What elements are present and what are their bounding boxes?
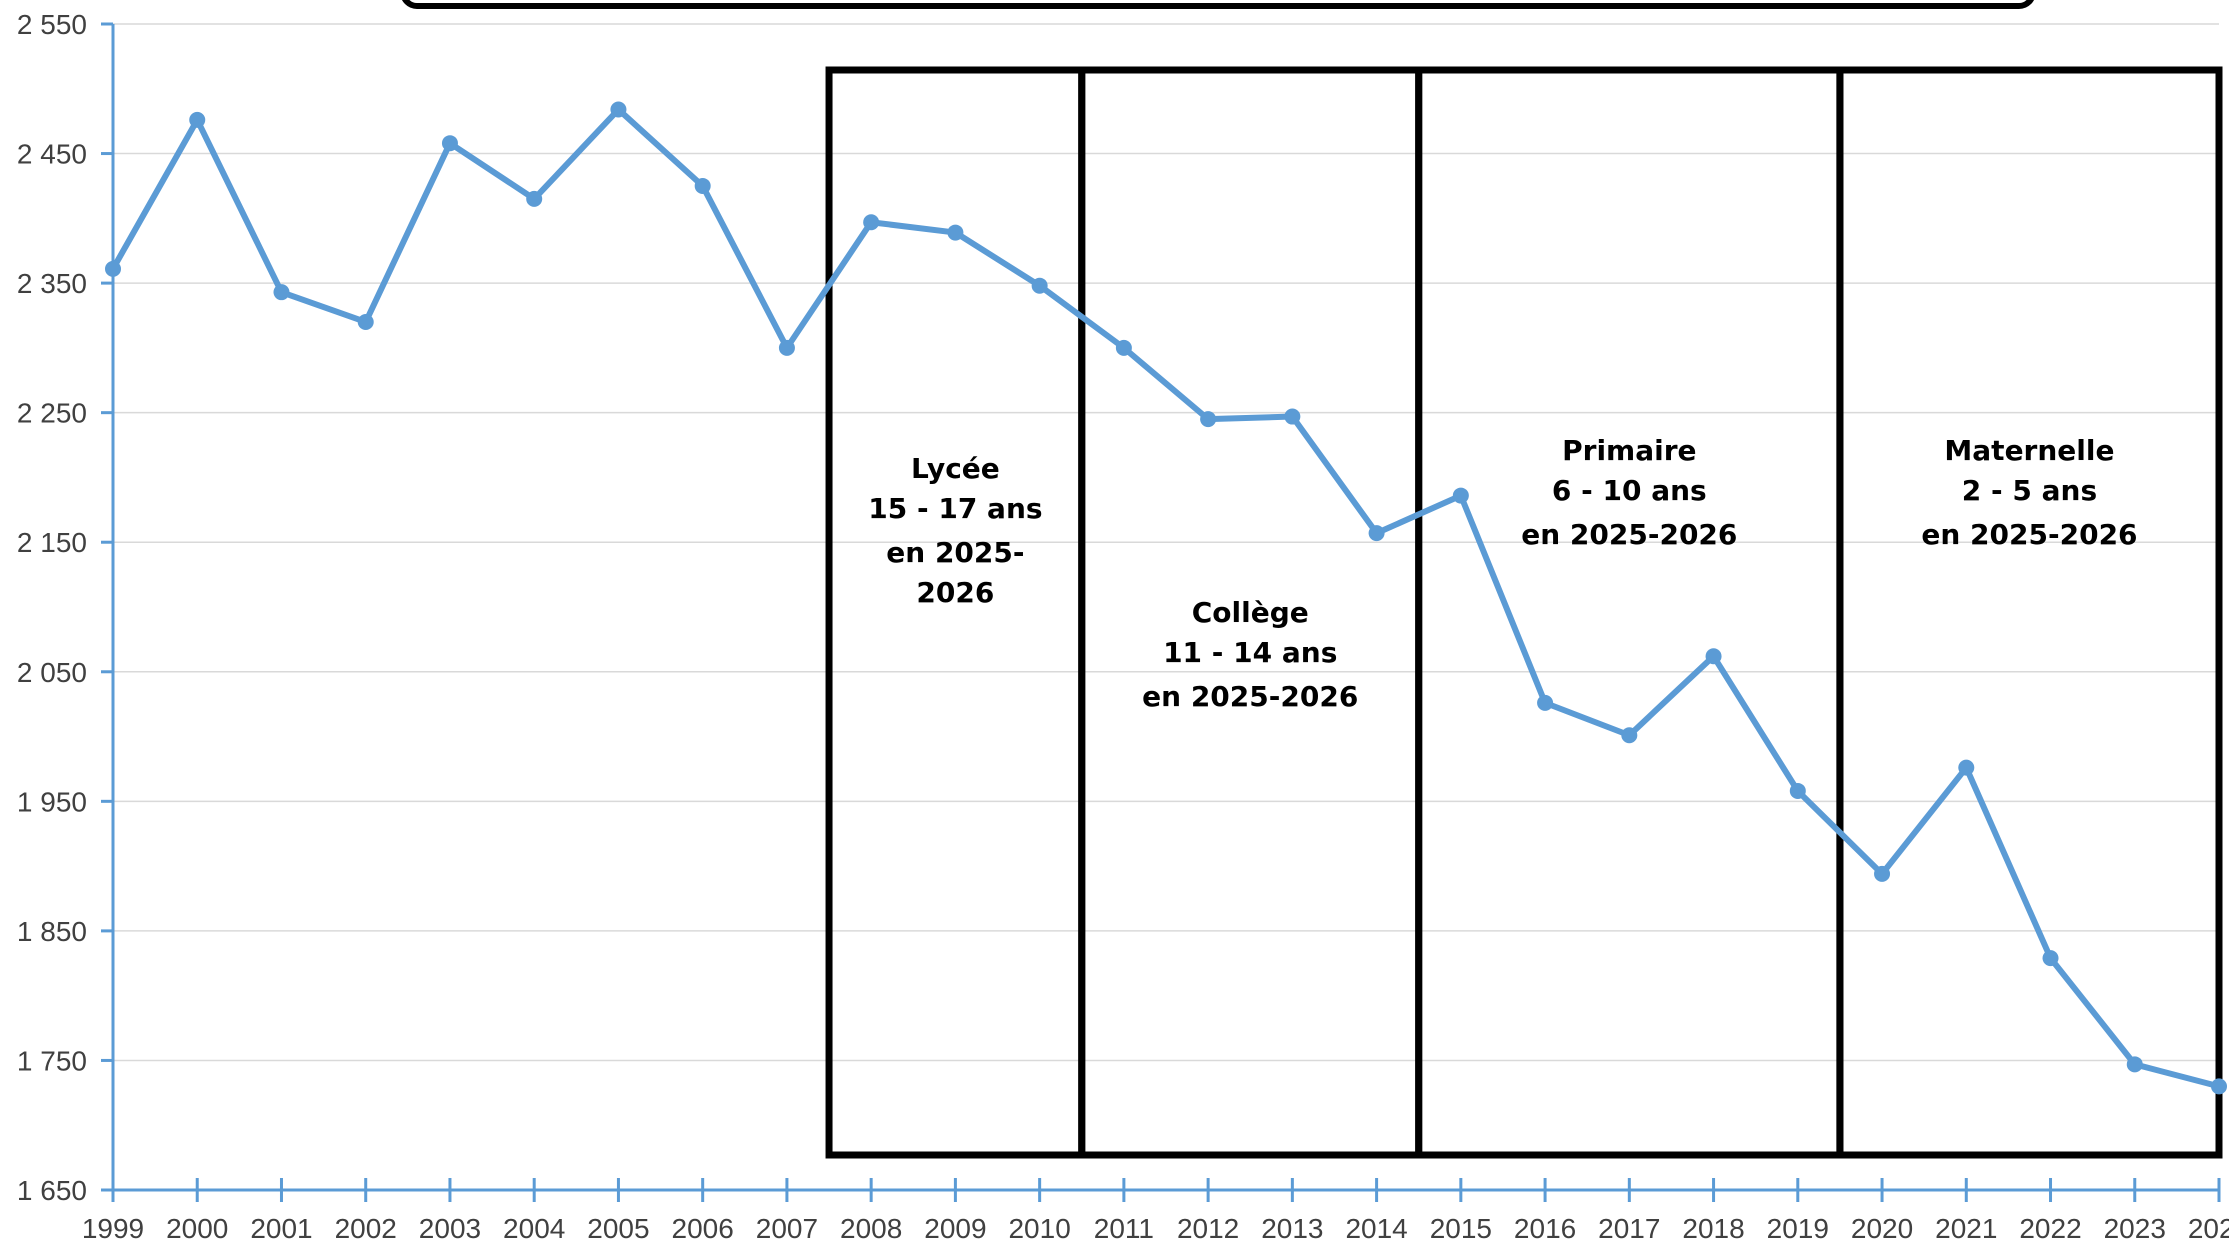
x-tick-label: 2018 (1682, 1213, 1744, 1244)
age-group-boxes (402, 0, 2223, 1159)
x-tick-label: 2007 (756, 1213, 818, 1244)
data-point (610, 101, 627, 118)
y-tick-label: 2 450 (17, 139, 87, 170)
x-tick-label: 2003 (419, 1213, 481, 1244)
data-point (1958, 759, 1975, 776)
data-point (1200, 411, 1217, 428)
x-tick-label: 2002 (335, 1213, 397, 1244)
series-line (110, 106, 2220, 1090)
x-tick-label: 2022 (2019, 1213, 2081, 1244)
x-tick-label: 1999 (82, 1213, 144, 1244)
annotation-box-maternelle (1836, 66, 2223, 1159)
annotation-label-lycee: Lycée (911, 452, 1000, 485)
annotation-label-primaire: en 2025-2026 (1521, 518, 1737, 551)
data-point (2042, 950, 2059, 967)
data-point (1789, 782, 1806, 799)
axes: 1 650 1 750 1 850 1 950 2 050 2 150 2 250 2 350… (17, 9, 2229, 1244)
data-point (1621, 727, 1638, 744)
data-point (526, 190, 543, 207)
data-point (273, 284, 290, 301)
x-tick-label: 2010 (1008, 1213, 1070, 1244)
x-tick-label: 2014 (1345, 1213, 1407, 1244)
x-tick-label: 2000 (166, 1213, 228, 1244)
annotation-label-primaire: Primaire (1562, 434, 1696, 467)
annotation-label-lycee: 2026 (916, 576, 994, 609)
data-point (947, 224, 964, 241)
data-point (2126, 1056, 2143, 1073)
y-tick-label: 2 150 (17, 527, 87, 558)
data-point (1368, 525, 1385, 542)
top-title-box (402, 0, 2034, 9)
data-point (357, 313, 374, 330)
data-point (1115, 339, 1132, 356)
y-tick-label: 1 850 (17, 916, 87, 947)
data-point (189, 111, 206, 128)
x-tick-label: 2012 (1177, 1213, 1239, 1244)
x-tick-label: 2006 (672, 1213, 734, 1244)
x-tick-label: 2024 (2188, 1213, 2229, 1244)
x-tick-label: 2016 (1514, 1213, 1576, 1244)
data-point (1537, 694, 1554, 711)
series-line-group (105, 101, 2227, 1095)
annotation-label-maternelle: en 2025-2026 (1921, 518, 2137, 551)
x-tick-label: 2001 (250, 1213, 312, 1244)
x-tick-label: 2021 (1935, 1213, 1997, 1244)
data-point (1452, 487, 1469, 504)
annotation-label-primaire: 6 - 10 ans (1552, 474, 1707, 507)
data-point (441, 135, 458, 152)
x-tick-label: 2017 (1598, 1213, 1660, 1244)
data-point (105, 260, 121, 277)
data-point (1031, 277, 1048, 294)
annotation-label-lycee: 15 - 17 ans (868, 492, 1042, 525)
y-tick-label: 1 950 (17, 786, 87, 817)
x-tick-label: 2004 (503, 1213, 565, 1244)
x-tick-label: 2005 (587, 1213, 649, 1244)
x-tick-label: 2013 (1261, 1213, 1323, 1244)
data-point (778, 339, 795, 356)
annotation-label-college: en 2025-2026 (1142, 680, 1358, 713)
data-point (1874, 865, 1891, 882)
annotation-box-primaire (1415, 66, 1844, 1159)
data-point (2211, 1078, 2227, 1095)
x-tick-label: 2009 (924, 1213, 986, 1244)
y-tick-label: 1 750 (17, 1045, 87, 1076)
gridlines (113, 23, 2219, 1062)
annotation-label-college: 11 - 14 ans (1163, 636, 1337, 669)
data-point (1284, 408, 1301, 425)
y-tick-label: 2 350 (17, 268, 87, 299)
annotation-label-lycee: en 2025- (886, 536, 1024, 569)
x-tick-label: 2019 (1767, 1213, 1829, 1244)
x-tick-label: 2020 (1851, 1213, 1913, 1244)
x-tick-label: 2023 (2104, 1213, 2166, 1244)
x-tick-label: 2008 (840, 1213, 902, 1244)
annotation-label-college: Collège (1192, 596, 1309, 629)
y-tick-label: 2 050 (17, 657, 87, 688)
data-point (863, 214, 880, 231)
x-tick-label: 2015 (1430, 1213, 1492, 1244)
y-tick-label: 1 650 (17, 1175, 87, 1206)
annotation-label-maternelle: 2 - 5 ans (1962, 474, 2097, 507)
y-tick-label: 2 550 (17, 9, 87, 40)
data-point (1705, 648, 1722, 665)
x-tick-label: 2011 (1094, 1213, 1154, 1244)
y-tick-label: 2 250 (17, 398, 87, 429)
annotation-label-maternelle: Maternelle (1944, 434, 2114, 467)
data-point (694, 177, 711, 194)
